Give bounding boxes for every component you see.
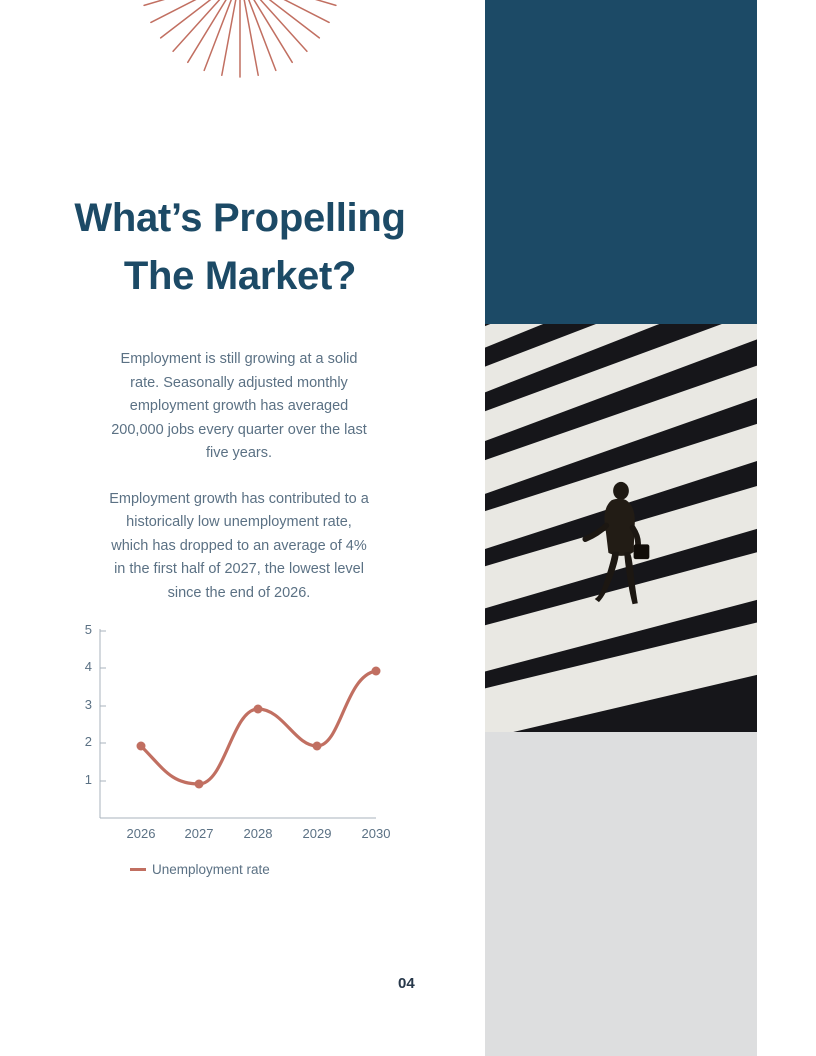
svg-text:2028: 2028 bbox=[244, 826, 273, 841]
svg-text:2030: 2030 bbox=[362, 826, 391, 841]
svg-text:2026: 2026 bbox=[127, 826, 156, 841]
svg-text:2: 2 bbox=[85, 734, 92, 749]
svg-text:3: 3 bbox=[85, 697, 92, 712]
svg-text:1: 1 bbox=[85, 772, 92, 787]
svg-text:5: 5 bbox=[85, 622, 92, 637]
svg-text:2027: 2027 bbox=[185, 826, 214, 841]
svg-text:2029: 2029 bbox=[303, 826, 332, 841]
svg-text:4: 4 bbox=[85, 659, 92, 674]
